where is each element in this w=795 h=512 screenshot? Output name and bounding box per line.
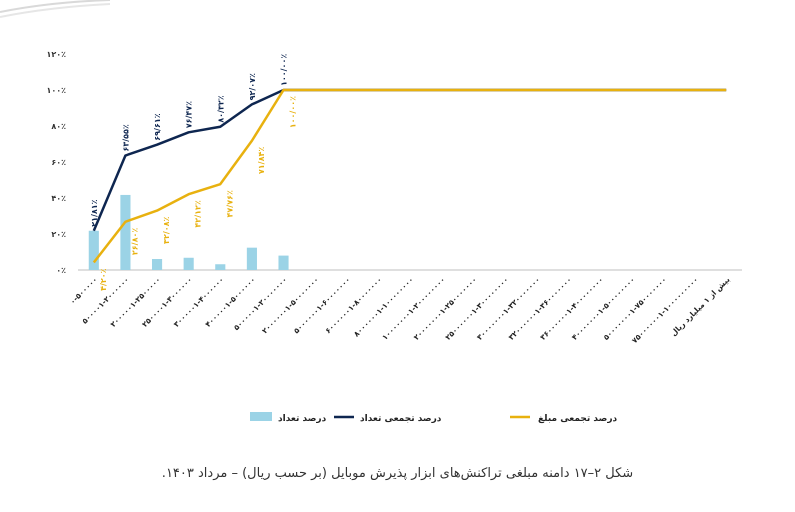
data-label-cum-amount: ۴۷/۷۶٪ bbox=[225, 190, 234, 217]
x-tick-label: ۲۰۰۰۰۰۰۱-۵۰۰۰۰۰۰۰ bbox=[260, 275, 320, 335]
bar-count bbox=[120, 194, 131, 270]
legend-item-cum-amount: درصد تجمعی مبلغ bbox=[510, 414, 617, 424]
bar-count bbox=[278, 255, 289, 270]
data-label-cum-amount: ۴/۲۰٪ bbox=[99, 268, 108, 291]
x-tick-label: ۵۰۰۰۰۰۰۰۱-۷۵۰۰۰۰۰۰۰ bbox=[602, 275, 669, 342]
line-path-cum-amount bbox=[92, 88, 727, 264]
x-tick-label: ۶۰۰۰۰۰۰۱-۸۰۰۰۰۰۰۰ bbox=[323, 275, 383, 335]
data-labels-cum-amount: ۴/۲۰٪ ۲۶/۸۰٪ ۳۲/۰۸٪ ۴۲/۱۲٪ ۴۷/۷۶٪ ۷۱/۸۴٪ ۱۰۰/۰… bbox=[99, 96, 298, 291]
x-tick-label: ۲۰۰۰۰۰۰۰۱-۲۵۰۰۰۰۰۰۰ bbox=[412, 275, 479, 342]
x-tick-label: ۵۰۰۰۰۰۱-۲۰۰۰۰۰۰۰ bbox=[232, 275, 289, 332]
x-tick-label: ۱۰۰۰۰۰۰۰۱-۲۰۰۰۰۰۰۰۰ bbox=[380, 275, 447, 342]
chart-svg: ۰٪ ۲۰٪ ۴۰٪ ۶۰٪ ۸۰٪ ۱۰۰٪ ۱۲۰٪ ۲۱/۸۱٪ ۶۳/۵۵٪ ۶۹/۶۱… bbox=[46, 50, 742, 424]
legend: درصد تجمعی مبلغ درصد تجمعی تعداد درصد تع… bbox=[250, 412, 617, 424]
x-tick-labels: ۰-۵۰۰۰۰۰۵۰۰۰۰۱-۲۰۰۰۰۰۰۲۰۰۰۰۰۱-۲۵۰۰۰۰۰۲۵۰… bbox=[68, 275, 732, 345]
bars-count bbox=[88, 194, 289, 270]
x-tick-label: ۴۰۰۰۰۰۰۰۱-۵۰۰۰۰۰۰۰۰ bbox=[570, 275, 637, 342]
x-tick-label: ۳۲۰۰۰۰۰۰۱-۳۶۰۰۰۰۰۰۰ bbox=[507, 275, 574, 342]
bar-count bbox=[246, 247, 257, 270]
x-tick-label: ۸۰۰۰۰۰۰۱-۱۰۰۰۰۰۰۰۰ bbox=[352, 275, 416, 339]
y-tick-label: ۸۰٪ bbox=[51, 122, 66, 131]
bar-count bbox=[88, 230, 99, 270]
chart-panel: ۰٪ ۲۰٪ ۴۰٪ ۶۰٪ ۸۰٪ ۱۰۰٪ ۱۲۰٪ ۲۱/۸۱٪ ۶۳/۵۵٪ ۶۹/۶۱… bbox=[30, 32, 770, 432]
y-tick-label: ۱۲۰٪ bbox=[46, 50, 66, 59]
y-tick-label: ۱۰۰٪ bbox=[46, 86, 66, 95]
data-label-cum-count: ۲۱/۸۱٪ bbox=[90, 199, 99, 226]
y-tick-label: ۴۰٪ bbox=[51, 194, 66, 203]
data-label-cum-count: ۱۰۰/۰۰٪ bbox=[280, 54, 289, 86]
data-label-cum-amount: ۳۲/۰۸٪ bbox=[162, 216, 171, 243]
data-label-cum-count: ۸۰/۳۲٪ bbox=[216, 95, 225, 122]
data-label-cum-count: ۷۶/۴۷٪ bbox=[185, 101, 194, 128]
bar-count bbox=[215, 264, 226, 270]
legend-label-cum-count: درصد تجمعی تعداد bbox=[360, 414, 442, 424]
x-tick-label: ۵۰۰۰۰۰۰۱-۶۰۰۰۰۰۰۰ bbox=[292, 275, 352, 335]
data-labels-cum-count: ۲۱/۸۱٪ ۶۳/۵۵٪ ۶۹/۶۱٪ ۷۶/۴۷٪ ۸۰/۳۲٪ ۹۲/۰۷٪ ۱۰۰/… bbox=[90, 54, 289, 227]
x-tick-label: ۳۶۰۰۰۰۰۰۱-۴۰۰۰۰۰۰۰۰ bbox=[538, 275, 605, 342]
decorative-corner-arc bbox=[0, 0, 111, 18]
data-label-cum-amount: ۱۰۰/۰۰٪ bbox=[289, 96, 298, 128]
legend-label-cum-amount: درصد تجمعی مبلغ bbox=[538, 414, 617, 424]
y-tick-label: ۲۰٪ bbox=[51, 230, 66, 239]
bar-count bbox=[183, 257, 194, 270]
y-tick-label: ۶۰٪ bbox=[51, 158, 66, 167]
x-tick-label: بیش از ۱ میلیارد ریال bbox=[669, 275, 732, 338]
y-axis-labels: ۰٪ ۲۰٪ ۴۰٪ ۶۰٪ ۸۰٪ ۱۰۰٪ ۱۲۰٪ bbox=[46, 50, 66, 275]
data-label-cum-count: ۶۹/۶۱٪ bbox=[153, 113, 162, 140]
x-tick-label: ۳۰۰۰۰۰۰۰۱-۳۲۰۰۰۰۰۰۰ bbox=[475, 275, 542, 342]
legend-label-count: درصد تعداد bbox=[278, 414, 327, 424]
legend-item-count: درصد تعداد bbox=[250, 412, 327, 424]
data-label-cum-amount: ۲۶/۸۰٪ bbox=[130, 228, 139, 255]
legend-swatch-count bbox=[250, 412, 272, 421]
data-label-cum-amount: ۷۱/۸۴٪ bbox=[257, 147, 266, 174]
legend-item-cum-count: درصد تجمعی تعداد bbox=[334, 414, 442, 424]
x-tick-label: ۰-۵۰۰۰۰۰ bbox=[68, 275, 99, 306]
data-label-cum-amount: ۴۲/۱۲٪ bbox=[194, 200, 203, 227]
bar-count bbox=[151, 259, 163, 270]
y-tick-label: ۰٪ bbox=[56, 266, 66, 275]
x-tick-label: ۲۵۰۰۰۰۰۰۱-۳۰۰۰۰۰۰۰۰ bbox=[443, 275, 510, 342]
data-label-cum-count: ۹۲/۰۷٪ bbox=[248, 73, 257, 100]
figure-caption: شکل ۲–۱۷ دامنه مبلغی تراکنش‌های ابزار پذ… bbox=[161, 466, 634, 481]
line-cum-amount bbox=[92, 88, 727, 264]
data-label-cum-count: ۶۳/۵۵٪ bbox=[121, 124, 130, 151]
